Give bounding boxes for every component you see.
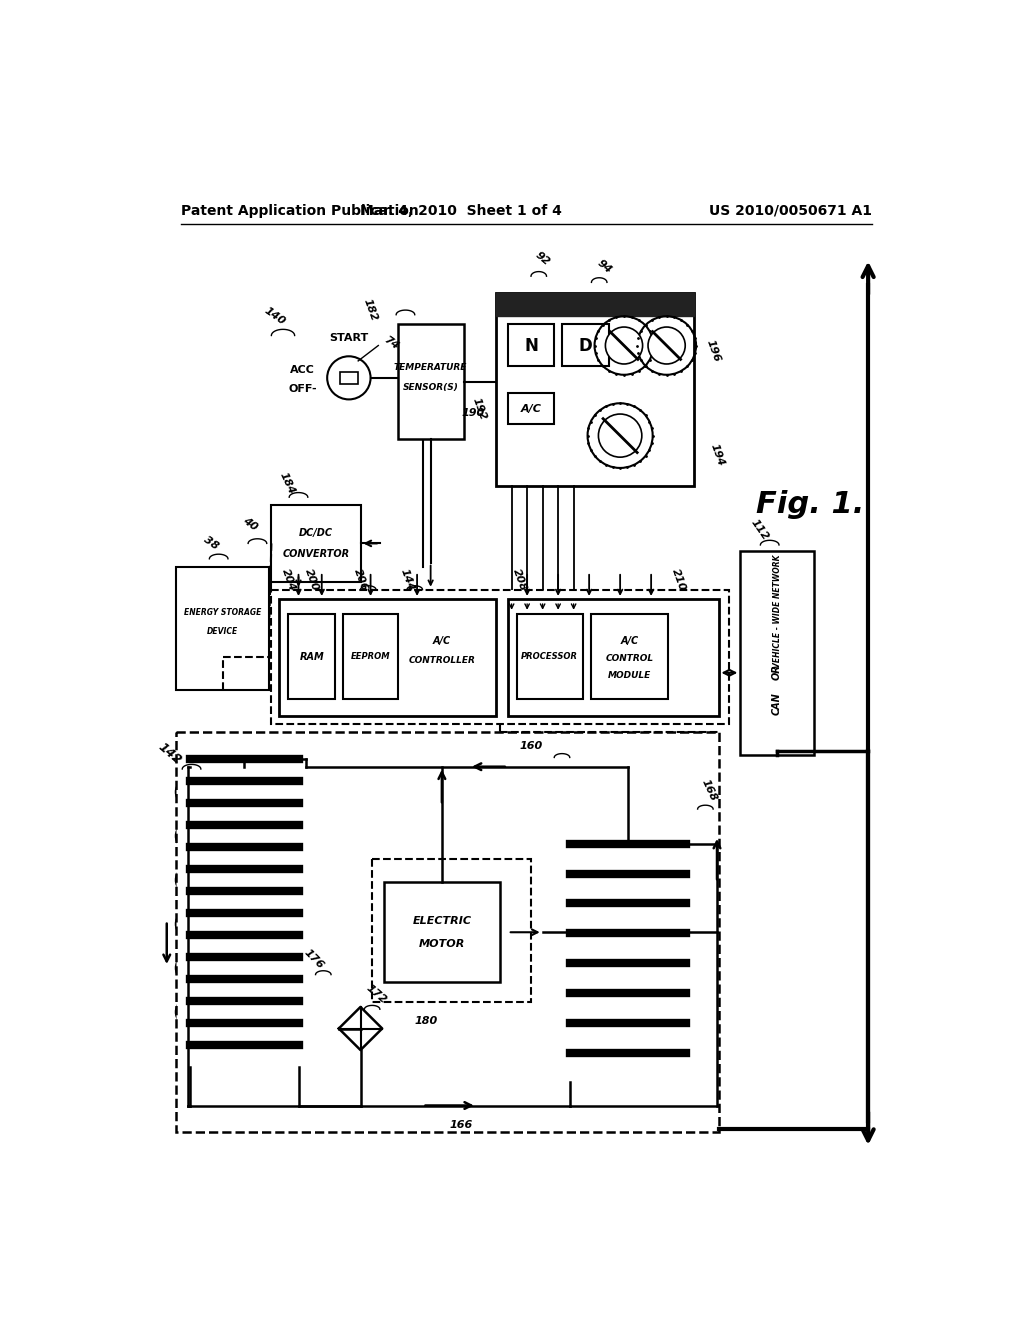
Text: Mar. 4, 2010  Sheet 1 of 4: Mar. 4, 2010 Sheet 1 of 4 <box>360 203 562 218</box>
Text: 204: 204 <box>280 568 297 593</box>
Text: TEMPERATURE: TEMPERATURE <box>394 363 467 372</box>
Text: CAN: CAN <box>772 692 782 714</box>
Bar <box>508 599 719 715</box>
Text: Fig. 1.: Fig. 1. <box>756 491 864 519</box>
Text: OR: OR <box>772 664 782 680</box>
Text: MOTOR: MOTOR <box>419 939 465 949</box>
Text: 140: 140 <box>263 305 288 327</box>
Text: 194: 194 <box>709 442 726 467</box>
Text: 206: 206 <box>352 568 370 593</box>
Text: CONVERTOR: CONVERTOR <box>283 549 349 560</box>
Bar <box>280 599 496 715</box>
Text: 160: 160 <box>519 741 543 751</box>
Bar <box>340 372 358 384</box>
Text: N: N <box>524 337 538 355</box>
Text: DEVICE: DEVICE <box>207 627 239 636</box>
Bar <box>508 323 554 367</box>
Text: 208: 208 <box>511 568 528 593</box>
Bar <box>397 323 464 440</box>
Text: 176: 176 <box>302 948 326 972</box>
Bar <box>176 566 269 689</box>
Text: 144: 144 <box>398 568 416 593</box>
Text: 210: 210 <box>670 568 687 593</box>
Text: VEHICLE - WIDE NETWORK: VEHICLE - WIDE NETWORK <box>772 554 781 668</box>
Text: ENERGY STORAGE: ENERGY STORAGE <box>184 609 261 618</box>
Text: 182: 182 <box>361 297 379 322</box>
Text: ACC: ACC <box>290 366 314 375</box>
Text: 94: 94 <box>596 257 613 275</box>
Text: 112: 112 <box>749 517 770 543</box>
Text: 190: 190 <box>461 408 484 417</box>
Text: CONTROL: CONTROL <box>605 655 653 664</box>
Text: SENSOR(S): SENSOR(S) <box>402 383 459 392</box>
Text: A/C: A/C <box>621 636 639 647</box>
Text: 92: 92 <box>534 249 552 268</box>
Text: START: START <box>330 333 369 343</box>
Bar <box>562 323 608 367</box>
Text: 184: 184 <box>278 471 296 496</box>
Text: OFF-: OFF- <box>288 384 316 395</box>
Circle shape <box>648 327 685 364</box>
Text: 74: 74 <box>382 335 400 351</box>
Text: PROCESSOR: PROCESSOR <box>521 652 579 661</box>
Bar <box>384 882 500 982</box>
Text: US 2010/0050671 A1: US 2010/0050671 A1 <box>709 203 872 218</box>
Text: 196: 196 <box>705 338 722 363</box>
Text: 38: 38 <box>202 535 220 552</box>
Text: 40: 40 <box>241 516 259 533</box>
Bar <box>289 614 335 700</box>
Bar <box>496 293 693 317</box>
Bar <box>271 506 360 582</box>
Bar <box>508 393 554 424</box>
Bar <box>517 614 583 700</box>
Bar <box>372 859 531 1002</box>
Text: 180: 180 <box>415 1016 438 1026</box>
Bar <box>591 614 669 700</box>
Text: 142: 142 <box>156 741 184 767</box>
Bar <box>343 614 398 700</box>
Text: A/C: A/C <box>520 404 542 413</box>
Text: A/C: A/C <box>433 636 451 647</box>
Text: 200: 200 <box>303 568 321 593</box>
Bar <box>740 552 814 755</box>
Text: CONTROLLER: CONTROLLER <box>409 656 475 665</box>
Text: D: D <box>579 337 592 355</box>
Text: Patent Application Publication: Patent Application Publication <box>180 203 419 218</box>
Bar <box>496 293 693 486</box>
Text: 168: 168 <box>699 777 719 803</box>
Text: 172: 172 <box>364 982 388 1005</box>
Text: MODULE: MODULE <box>608 672 651 680</box>
Bar <box>176 733 719 1133</box>
Text: DC/DC: DC/DC <box>299 528 333 537</box>
Bar <box>271 590 729 725</box>
Text: ELECTRIC: ELECTRIC <box>413 916 471 925</box>
Text: RAM: RAM <box>299 652 324 661</box>
Text: 192: 192 <box>470 396 487 421</box>
Text: 166: 166 <box>450 1119 473 1130</box>
Text: EEPROM: EEPROM <box>351 652 390 661</box>
Circle shape <box>605 327 643 364</box>
Circle shape <box>598 414 642 457</box>
